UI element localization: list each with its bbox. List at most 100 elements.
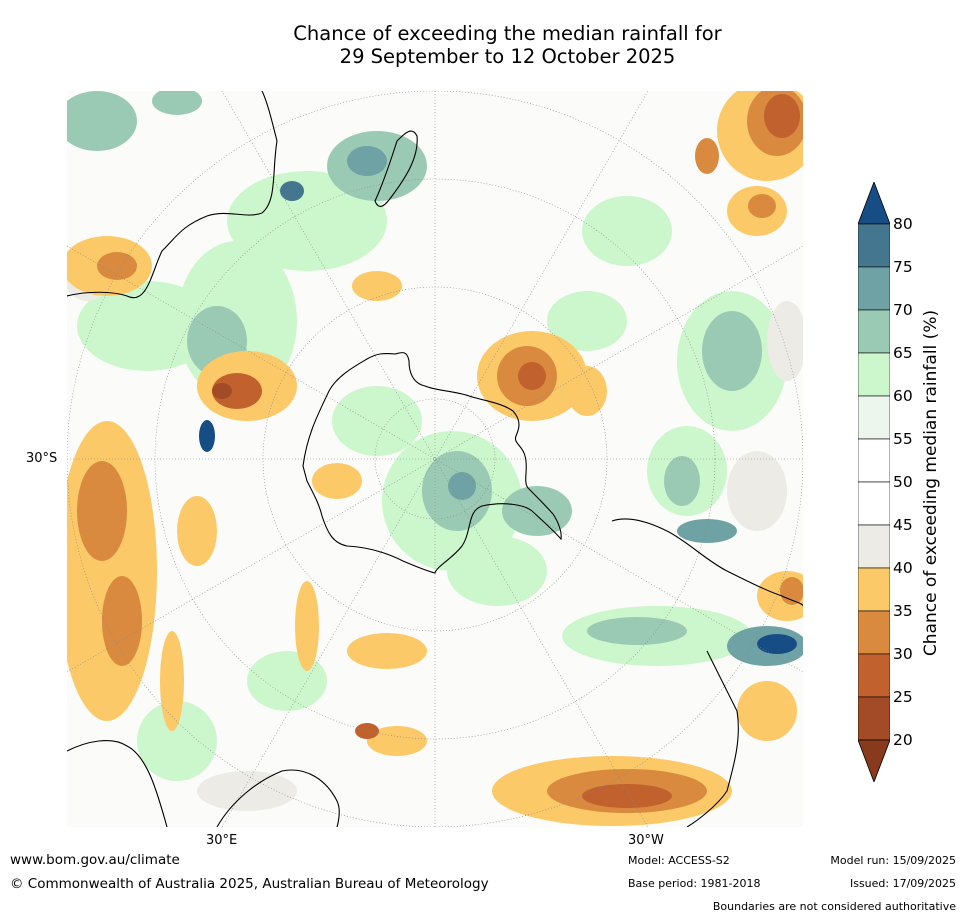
polar-rainfall-map [67,91,803,827]
model-text: Model: ACCESS-S2 [628,854,730,867]
model-run-text: Model run: 15/09/2025 [830,854,956,867]
graticule [67,91,803,827]
colorbar-segment [858,696,890,741]
patch [367,726,427,756]
colorbar-segment [858,266,890,311]
colorbar-segment [858,352,890,397]
longitude-label-30w: 30°W [628,833,664,848]
patch [312,463,362,499]
patch [748,194,776,218]
meridian-line [221,91,649,827]
colorbar-segments [858,182,890,782]
patch [212,373,262,409]
colorbar-tick-label: 80 [893,215,913,233]
latitude-circle [374,398,496,520]
patch [677,519,737,543]
patch [582,784,672,808]
colorbar-tick-label: 25 [893,688,913,706]
colorbar-segment [858,653,890,698]
map-title: Chance of exceeding the median rainfall … [0,22,965,68]
patch [547,291,627,351]
colorbar-tick-label: 75 [893,258,913,276]
patch [347,146,387,176]
patch [197,771,297,811]
antarctica-coastline [302,352,562,574]
map-canvas [67,91,803,827]
patch [702,311,762,391]
rainfall-patches [67,91,803,826]
title-line-2: 29 September to 12 October 2025 [339,45,676,68]
patch [177,496,217,566]
patch [695,138,719,174]
disclaimer-text: Boundaries are not considered authoritat… [712,900,956,913]
colorbar-tick-label: 60 [893,387,913,405]
patch [764,94,800,138]
colorbar-segment [858,524,890,569]
patch [352,271,402,301]
colorbar-tick-label: 30 [893,645,913,663]
colorbar-segment [858,395,890,440]
colorbar-tick-label: 35 [893,602,913,620]
colorbar-segment [858,481,890,526]
south-asia-coastline [216,769,340,827]
colorbar-segment [858,567,890,612]
colorbar-segment [858,438,890,483]
colorbar-extend-top [858,182,890,225]
patch [160,631,184,731]
patch [67,91,137,151]
patch [332,386,422,456]
issued-text: Issued: 17/09/2025 [849,877,956,890]
copyright-text: © Commonwealth of Australia 2025, Austra… [10,876,489,892]
colorbar-tick-label: 45 [893,516,913,534]
meridian-line [221,91,649,827]
colorbar-tick-label: 40 [893,559,913,577]
patch [737,681,797,741]
patch [152,91,202,115]
patch [582,196,672,266]
patch [567,366,607,416]
patch [757,634,797,654]
australia-coastline [67,91,278,299]
patch [137,701,217,781]
latitude-label-30s: 30°S [26,451,58,466]
meridian-line [67,245,803,673]
patch [587,617,687,645]
patch [502,486,572,536]
title-line-1: Chance of exceeding the median rainfall … [293,22,722,45]
patch [280,181,304,201]
patch [518,362,546,390]
longitude-label-30e: 30°E [206,833,238,848]
colorbar [858,182,890,782]
patch [102,576,142,666]
colorbar-segment [858,610,890,655]
meridian-line [67,245,803,673]
colorbar-tick-label: 50 [893,473,913,491]
colorbar-title: Chance of exceeding median rainfall (%) [921,309,941,657]
patch [448,472,476,500]
patch [355,723,379,739]
patch [727,451,787,531]
colorbar-extend-bottom [858,739,890,782]
patch [664,456,700,506]
patch [447,536,547,606]
patch [212,383,232,399]
coastlines [67,91,803,827]
colorbar-segment [858,223,890,268]
colorbar-tick-label: 20 [893,731,913,749]
base-period-text: Base period: 1981-2018 [628,877,761,890]
southern-africa-coastline [67,740,168,827]
patch [97,252,137,280]
website-text: www.bom.gov.au/climate [10,852,180,868]
colorbar-segment [858,309,890,354]
patch [77,461,127,561]
colorbar-tick-label: 65 [893,344,913,362]
patch [780,577,803,605]
colorbar-tick-label: 70 [893,301,913,319]
south-america-coastline [611,518,803,607]
patch [347,633,427,669]
patch [199,420,215,452]
africa-coastline [686,650,739,827]
patch [247,651,327,711]
patch [227,171,387,271]
patch [295,581,319,671]
